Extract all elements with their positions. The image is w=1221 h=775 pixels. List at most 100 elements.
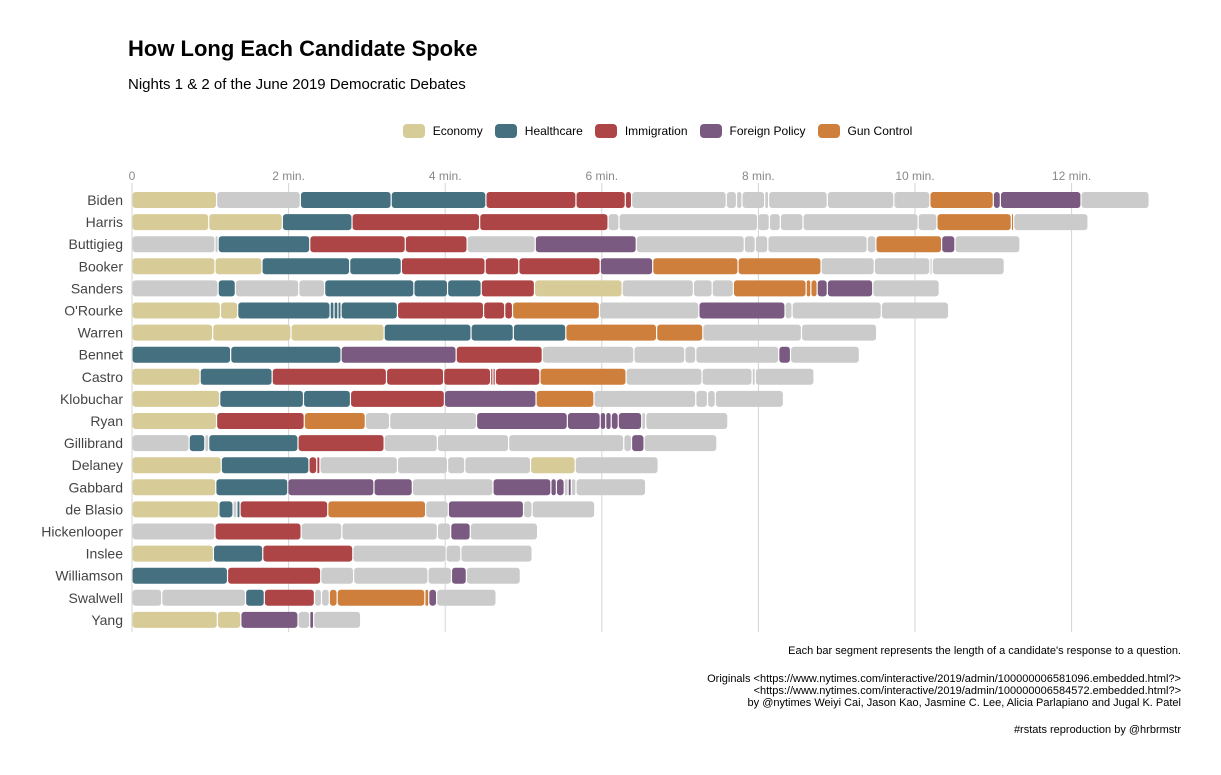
bar-row-biden [132, 192, 1149, 208]
bar-segment-booker-12 [874, 258, 930, 275]
bar-segment-buttigieg-12 [867, 236, 876, 253]
bar-segment-harris-2 [209, 214, 282, 231]
bar-segment-hickenlooper-6 [451, 523, 470, 540]
bar-segment-bennet-7 [685, 346, 696, 363]
bar-segment-o-rourke-3 [238, 302, 330, 319]
legend: Economy Healthcare Immigration Foreign Poli… [0, 124, 1221, 138]
bar-segment-biden-6 [576, 192, 625, 208]
bar-segment-inslee-5 [446, 545, 461, 562]
bar-segment-biden-8 [632, 192, 726, 208]
bar-segment-booker-14 [932, 258, 1004, 275]
bar-segment-gabbard-6 [493, 479, 551, 496]
bar-segment-o-rourke-1 [132, 302, 220, 319]
y-label-bennet: Bennet [79, 347, 123, 363]
bar-segment-swalwell-4 [264, 589, 314, 606]
bar-segment-biden-11 [742, 192, 765, 208]
y-label-yang: Yang [91, 612, 123, 628]
bar-segment-buttigieg-5 [405, 236, 467, 253]
bar-segment-ryan-13 [646, 413, 728, 429]
x-tick-label-4: 4 min. [429, 169, 462, 183]
bar-segment-booker-4 [350, 258, 401, 275]
bar-segment-delaney-9 [531, 457, 575, 474]
y-label-swalwell: Swalwell [69, 590, 123, 606]
bar-segment-sanders-10 [622, 280, 693, 297]
caption-originals-1: Originals <https://www.nytimes.com/inter… [707, 673, 1181, 685]
bar-segment-biden-17 [993, 192, 1000, 208]
bar-segment-swalwell-9 [425, 589, 429, 606]
bar-segment-buttigieg-2 [215, 236, 218, 253]
bars-layer [132, 192, 1149, 628]
bar-segment-castro-5 [444, 368, 491, 385]
bar-segment-o-rourke-6 [338, 302, 341, 319]
caption-originals-2: <https://www.nytimes.com/interactive/201… [753, 685, 1181, 697]
y-label-klobuchar: Klobuchar [60, 391, 123, 407]
bar-segment-yang-6 [314, 611, 361, 628]
bar-segment-swalwell-10 [429, 589, 436, 606]
bar-segment-warren-7 [566, 324, 657, 341]
bar-segment-de-blasio-10 [532, 501, 595, 518]
bar-segment-ryan-7 [567, 413, 600, 429]
bar-segment-sanders-4 [299, 280, 325, 297]
bar-segment-klobuchar-9 [708, 390, 715, 407]
bar-segment-o-rourke-7 [341, 302, 397, 319]
bar-segment-warren-10 [802, 324, 877, 341]
bar-row-klobuchar [132, 390, 783, 407]
bar-segment-bennet-6 [634, 346, 685, 363]
y-label-booker: Booker [79, 258, 124, 274]
bar-segment-o-rourke-15 [792, 302, 881, 319]
bar-segment-sanders-3 [235, 280, 299, 297]
bar-segment-booker-8 [600, 258, 653, 275]
y-axis-labels: Biden Harris Buttigieg Booker Sanders O'Rourk… [41, 192, 123, 628]
bar-segment-ryan-9 [606, 413, 611, 429]
bar-segment-o-rourke-14 [785, 302, 792, 319]
bar-segment-booker-9 [653, 258, 738, 275]
bar-row-harris [132, 214, 1088, 231]
legend-label-healthcare: Healthcare [524, 124, 583, 138]
bar-row-bennet [132, 346, 859, 363]
legend-item-immigration: Immigration [594, 124, 688, 138]
bar-segment-booker-13 [930, 258, 932, 275]
bar-segment-hickenlooper-3 [301, 523, 342, 540]
bar-segment-bennet-5 [542, 346, 634, 363]
caption-authors: by @nytimes Weiyi Cai, Jason Kao, Jasmin… [747, 697, 1181, 709]
x-tick-label-12: 12 min. [1052, 169, 1091, 183]
bar-segment-swalwell-1 [132, 589, 162, 606]
bar-segment-swalwell-5 [315, 589, 321, 606]
bar-segment-gillibrand-3 [205, 435, 209, 452]
bar-segment-gabbard-12 [576, 479, 646, 496]
x-tick-label-0: 0 [129, 169, 136, 183]
bar-segment-castro-13 [755, 368, 814, 385]
bar-segment-yang-1 [132, 611, 217, 628]
legend-swatch-healthcare [494, 124, 517, 138]
bar-segment-warren-6 [513, 324, 566, 341]
bar-segment-sanders-6 [414, 280, 447, 297]
bar-segment-castro-6 [491, 368, 493, 385]
bar-segment-sanders-2 [218, 280, 235, 297]
bar-segment-klobuchar-7 [594, 390, 696, 407]
bar-segment-castro-7 [493, 368, 495, 385]
bar-segment-harris-15 [1014, 214, 1088, 231]
bar-segment-harris-6 [608, 214, 619, 231]
bar-segment-bennet-8 [696, 346, 779, 363]
bar-segment-o-rourke-13 [699, 302, 785, 319]
bar-segment-williamson-7 [466, 567, 520, 584]
bar-segment-harris-12 [918, 214, 937, 231]
bar-segment-de-blasio-7 [426, 501, 448, 518]
bar-segment-warren-4 [384, 324, 471, 341]
bar-segment-sanders-1 [132, 280, 218, 297]
bar-segment-warren-3 [291, 324, 384, 341]
bar-segment-castro-4 [387, 368, 444, 385]
bar-segment-swalwell-2 [162, 589, 245, 606]
bar-segment-yang-2 [217, 611, 241, 628]
bar-segment-castro-11 [702, 368, 752, 385]
bar-segment-ryan-5 [390, 413, 476, 429]
bar-segment-harris-13 [937, 214, 1011, 231]
x-tick-label-6: 6 min. [585, 169, 618, 183]
bar-segment-castro-8 [495, 368, 540, 385]
bar-segment-biden-4 [391, 192, 486, 208]
bar-segment-sanders-16 [817, 280, 827, 297]
bar-segment-buttigieg-14 [942, 236, 955, 253]
bar-segment-biden-3 [300, 192, 391, 208]
bar-segment-yang-5 [310, 611, 314, 628]
bar-segment-biden-16 [930, 192, 993, 208]
